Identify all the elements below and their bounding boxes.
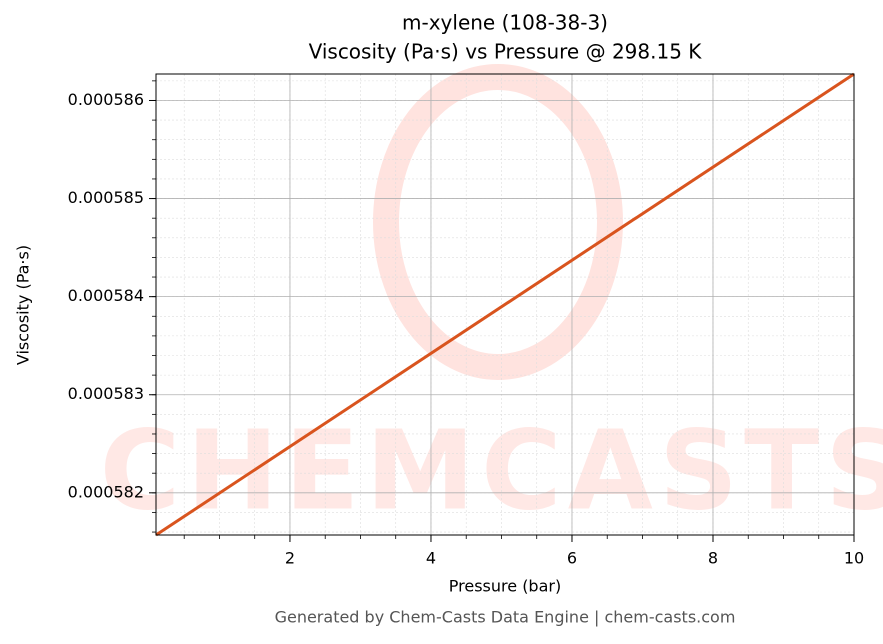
y-tick-label: 0.000583 (68, 384, 144, 403)
x-tick-label: 10 (844, 549, 864, 568)
x-tick-label: 8 (708, 549, 718, 568)
chart-subtitle: Viscosity (Pa·s) vs Pressure @ 298.15 K (309, 40, 703, 64)
x-tick-label: 6 (567, 549, 577, 568)
y-axis-label: Viscosity (Pa·s) (14, 245, 33, 365)
plot-frame (155, 73, 855, 536)
y-tick-label: 0.000586 (68, 90, 144, 109)
watermark: CHEMCASTS (100, 406, 883, 534)
watermark-logo (373, 64, 623, 380)
chart-title: m-xylene (108-38-3) (402, 11, 608, 35)
y-tick-label: 0.000582 (68, 482, 144, 501)
y-tick-label: 0.000584 (68, 286, 144, 305)
data-line (155, 72, 855, 537)
x-axis-label: Pressure (bar) (449, 577, 561, 596)
x-tick-label: 2 (285, 549, 295, 568)
footer: Generated by Chem-Casts Data Engine | ch… (275, 608, 736, 627)
y-tick-label: 0.000585 (68, 188, 144, 207)
x-tick-label: 4 (426, 549, 436, 568)
